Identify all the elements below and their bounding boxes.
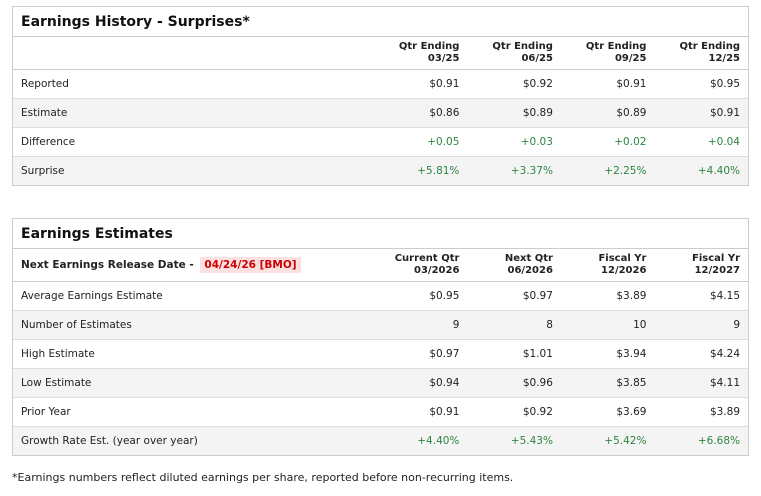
column-header: Qtr Ending 09/25	[560, 37, 655, 70]
column-header-line: Qtr Ending	[679, 40, 740, 52]
column-header-line: 12/2026	[601, 264, 647, 276]
table-row: Estimate $0.86 $0.89 $0.89 $0.91	[13, 98, 748, 128]
earnings-history-table: Qtr Ending 03/25 Qtr Ending 06/25 Qtr Ending…	[13, 37, 748, 185]
cell-value: $0.86	[373, 98, 468, 128]
row-label: Growth Rate Est. (year over year)	[13, 426, 374, 455]
column-header-line: Qtr Ending	[492, 40, 553, 52]
cell-value: 8	[467, 310, 561, 340]
cell-value: $3.94	[560, 339, 655, 369]
cell-value: $3.85	[560, 368, 655, 398]
cell-value: $0.97	[467, 281, 561, 311]
column-header-line: 03/25	[427, 52, 460, 64]
table-row: Reported $0.91 $0.92 $0.91 $0.95	[13, 69, 748, 99]
column-header-line: 06/25	[521, 52, 553, 64]
cell-value: +0.03	[467, 127, 561, 157]
next-release-header: Next Earnings Release Date - 04/24/26 [B…	[13, 249, 374, 282]
column-header-line: Qtr Ending	[585, 40, 647, 52]
release-date: 04/24/26 [BMO]	[200, 256, 301, 273]
cell-value: $0.91	[373, 69, 468, 99]
cell-value: +0.04	[654, 127, 748, 157]
cell-value: +4.40%	[654, 156, 748, 185]
release-label: Next Earnings Release Date -	[21, 258, 198, 271]
row-label: Reported	[13, 69, 374, 99]
column-header-line: 12/2027	[694, 264, 740, 276]
table-row: Surprise +5.81% +3.37% +2.25% +4.40%	[13, 156, 748, 185]
column-header-line: Current Qtr	[394, 252, 460, 264]
row-label: Low Estimate	[13, 368, 374, 398]
column-header-line: Fiscal Yr	[598, 252, 647, 264]
cell-value: $0.95	[373, 281, 468, 311]
column-header-line: Next Qtr	[504, 252, 553, 264]
column-header: Next Qtr 06/2026	[467, 249, 561, 282]
cell-value: $0.89	[560, 98, 655, 128]
cell-value: +4.40%	[373, 426, 468, 455]
row-label: Number of Estimates	[13, 310, 374, 340]
cell-value: +5.81%	[373, 156, 468, 185]
panel-title: Earnings History - Surprises*	[13, 7, 748, 37]
table-row: Average Earnings Estimate $0.95 $0.97 $3.89…	[13, 281, 748, 311]
row-label: Average Earnings Estimate	[13, 281, 374, 311]
table-row: Low Estimate $0.94 $0.96 $3.85 $4.11	[13, 368, 748, 398]
cell-value: $4.15	[654, 281, 748, 311]
row-label: Surprise	[13, 156, 374, 185]
cell-value: $1.01	[467, 339, 561, 369]
column-header-line: 03/2026	[414, 264, 460, 276]
column-header: Current Qtr 03/2026	[373, 249, 468, 282]
column-header: Qtr Ending 06/25	[467, 37, 561, 70]
row-label: High Estimate	[13, 339, 374, 369]
row-label: Estimate	[13, 98, 374, 128]
column-header-line: 09/25	[614, 52, 647, 64]
cell-value: 9	[373, 310, 468, 340]
cell-value: $0.95	[654, 69, 748, 99]
cell-value: $0.96	[467, 368, 561, 398]
cell-value: 10	[560, 310, 655, 340]
table-row: Difference +0.05 +0.03 +0.02 +0.04	[13, 127, 748, 157]
footnote: *Earnings numbers reflect diluted earnin…	[12, 471, 514, 484]
cell-value: $0.92	[467, 69, 561, 99]
column-header-line: Fiscal Yr	[692, 252, 740, 264]
cell-value: +3.37%	[467, 156, 561, 185]
table-row: Number of Estimates 9 8 10 9	[13, 310, 748, 340]
cell-value: +0.02	[560, 127, 655, 157]
cell-value: +6.68%	[654, 426, 748, 455]
table-row: Growth Rate Est. (year over year) +4.40% +…	[13, 426, 748, 455]
cell-value: $4.11	[654, 368, 748, 398]
column-header-line: 12/25	[708, 52, 740, 64]
column-header: Fiscal Yr 12/2026	[560, 249, 655, 282]
column-header: Fiscal Yr 12/2027	[654, 249, 748, 282]
row-label: Prior Year	[13, 397, 374, 427]
column-header: Qtr Ending 12/25	[654, 37, 748, 70]
cell-value: $0.94	[373, 368, 468, 398]
column-header-line: Qtr Ending	[398, 40, 460, 52]
earnings-estimates-panel: Earnings Estimates Next Earnings Release…	[12, 218, 749, 456]
cell-value: $4.24	[654, 339, 748, 369]
cell-value: $3.89	[654, 397, 748, 427]
cell-value: $0.91	[373, 397, 468, 427]
cell-value: 9	[654, 310, 748, 340]
cell-value: $0.91	[560, 69, 655, 99]
cell-value: +2.25%	[560, 156, 655, 185]
cell-value: $0.89	[467, 98, 561, 128]
cell-value: $3.69	[560, 397, 655, 427]
cell-value: $3.89	[560, 281, 655, 311]
cell-value: $0.97	[373, 339, 468, 369]
earnings-estimates-table: Next Earnings Release Date - 04/24/26 [B…	[13, 249, 748, 455]
panel-title: Earnings Estimates	[13, 219, 748, 249]
row-label: Difference	[13, 127, 374, 157]
cell-value: $0.92	[467, 397, 561, 427]
earnings-history-panel: Earnings History - Surprises* Qtr Ending…	[12, 6, 749, 186]
column-header: Qtr Ending 03/25	[373, 37, 468, 70]
header-blank	[13, 37, 374, 70]
table-row: Prior Year $0.91 $0.92 $3.69 $3.89	[13, 397, 748, 427]
column-header-line: 06/2026	[507, 264, 553, 276]
table-row: High Estimate $0.97 $1.01 $3.94 $4.24	[13, 339, 748, 369]
cell-value: +0.05	[373, 127, 468, 157]
cell-value: $0.91	[654, 98, 748, 128]
cell-value: +5.43%	[467, 426, 561, 455]
cell-value: +5.42%	[560, 426, 655, 455]
